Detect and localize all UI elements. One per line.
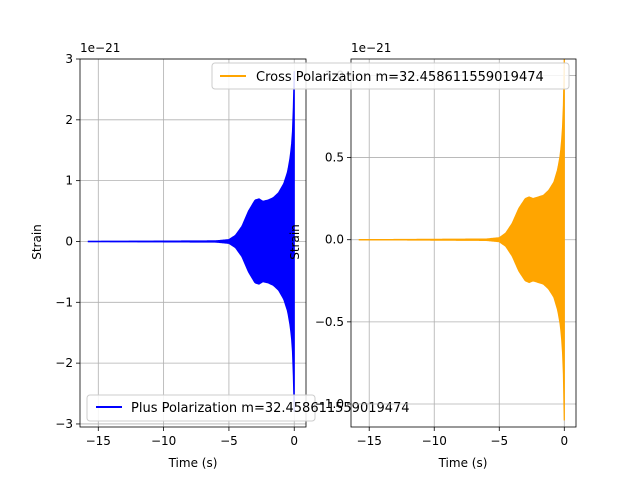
x-tick-label: −15 xyxy=(86,434,111,448)
y-axis-ticks: −3 −2 −1 0 1 2 3 xyxy=(55,52,80,431)
y-tick-label: −1.0 xyxy=(315,397,344,411)
x-axis-ticks: −15 −10 −5 0 xyxy=(357,427,568,448)
x-axis-label: Time (s) xyxy=(168,456,218,470)
y-tick-label: 1 xyxy=(65,174,73,188)
x-tick-label: 0 xyxy=(290,434,298,448)
series-group xyxy=(87,71,295,412)
y-tick-label: −2 xyxy=(55,356,73,370)
axes-frame xyxy=(79,58,307,428)
legend-box xyxy=(86,394,316,422)
x-tick-label: −5 xyxy=(490,434,508,448)
y-axis-label: Strain xyxy=(30,224,44,260)
legend-box xyxy=(211,62,570,90)
x-axis-label: Time (s) xyxy=(438,456,488,470)
y-axis-label: Strain xyxy=(288,224,302,260)
y-offset-text: 1e−21 xyxy=(351,41,391,55)
y-axis-ticks: −1.0−0.50.00.51.0 xyxy=(315,68,351,411)
axes-frame xyxy=(350,58,577,428)
y-tick-label: −0.5 xyxy=(315,315,344,329)
cross-polarization-plot: 1e−21 −15−10−50 −1.0−0.50.00.51.0 Time (… xyxy=(211,41,577,470)
legend: Plus Polarization m=32.458611559019474 xyxy=(86,394,410,422)
y-tick-label: 2 xyxy=(65,113,73,127)
legend-label-cross: Cross Polarization m=32.458611559019474 xyxy=(256,70,544,85)
series-group xyxy=(358,58,565,421)
x-tick-label: −5 xyxy=(220,434,238,448)
y-tick-label: 0.0 xyxy=(325,233,344,247)
x-axis-ticks: −15 −10 −5 0 xyxy=(86,427,298,448)
x-tick-label: 0 xyxy=(560,434,568,448)
legend: Cross Polarization m=32.458611559019474 xyxy=(211,62,570,90)
x-tick-label: −10 xyxy=(151,434,176,448)
y-offset-text: 1e−21 xyxy=(80,41,120,55)
y-tick-label: 0 xyxy=(65,234,73,248)
legend-label-plus: Plus Polarization m=32.458611559019474 xyxy=(131,401,410,416)
y-tick-label: 0.5 xyxy=(325,151,344,165)
y-tick-label: −1 xyxy=(55,295,73,309)
y-tick-label: −3 xyxy=(55,417,73,431)
x-tick-label: −10 xyxy=(422,434,447,448)
y-tick-label: 3 xyxy=(65,52,73,66)
x-tick-label: −15 xyxy=(357,434,382,448)
